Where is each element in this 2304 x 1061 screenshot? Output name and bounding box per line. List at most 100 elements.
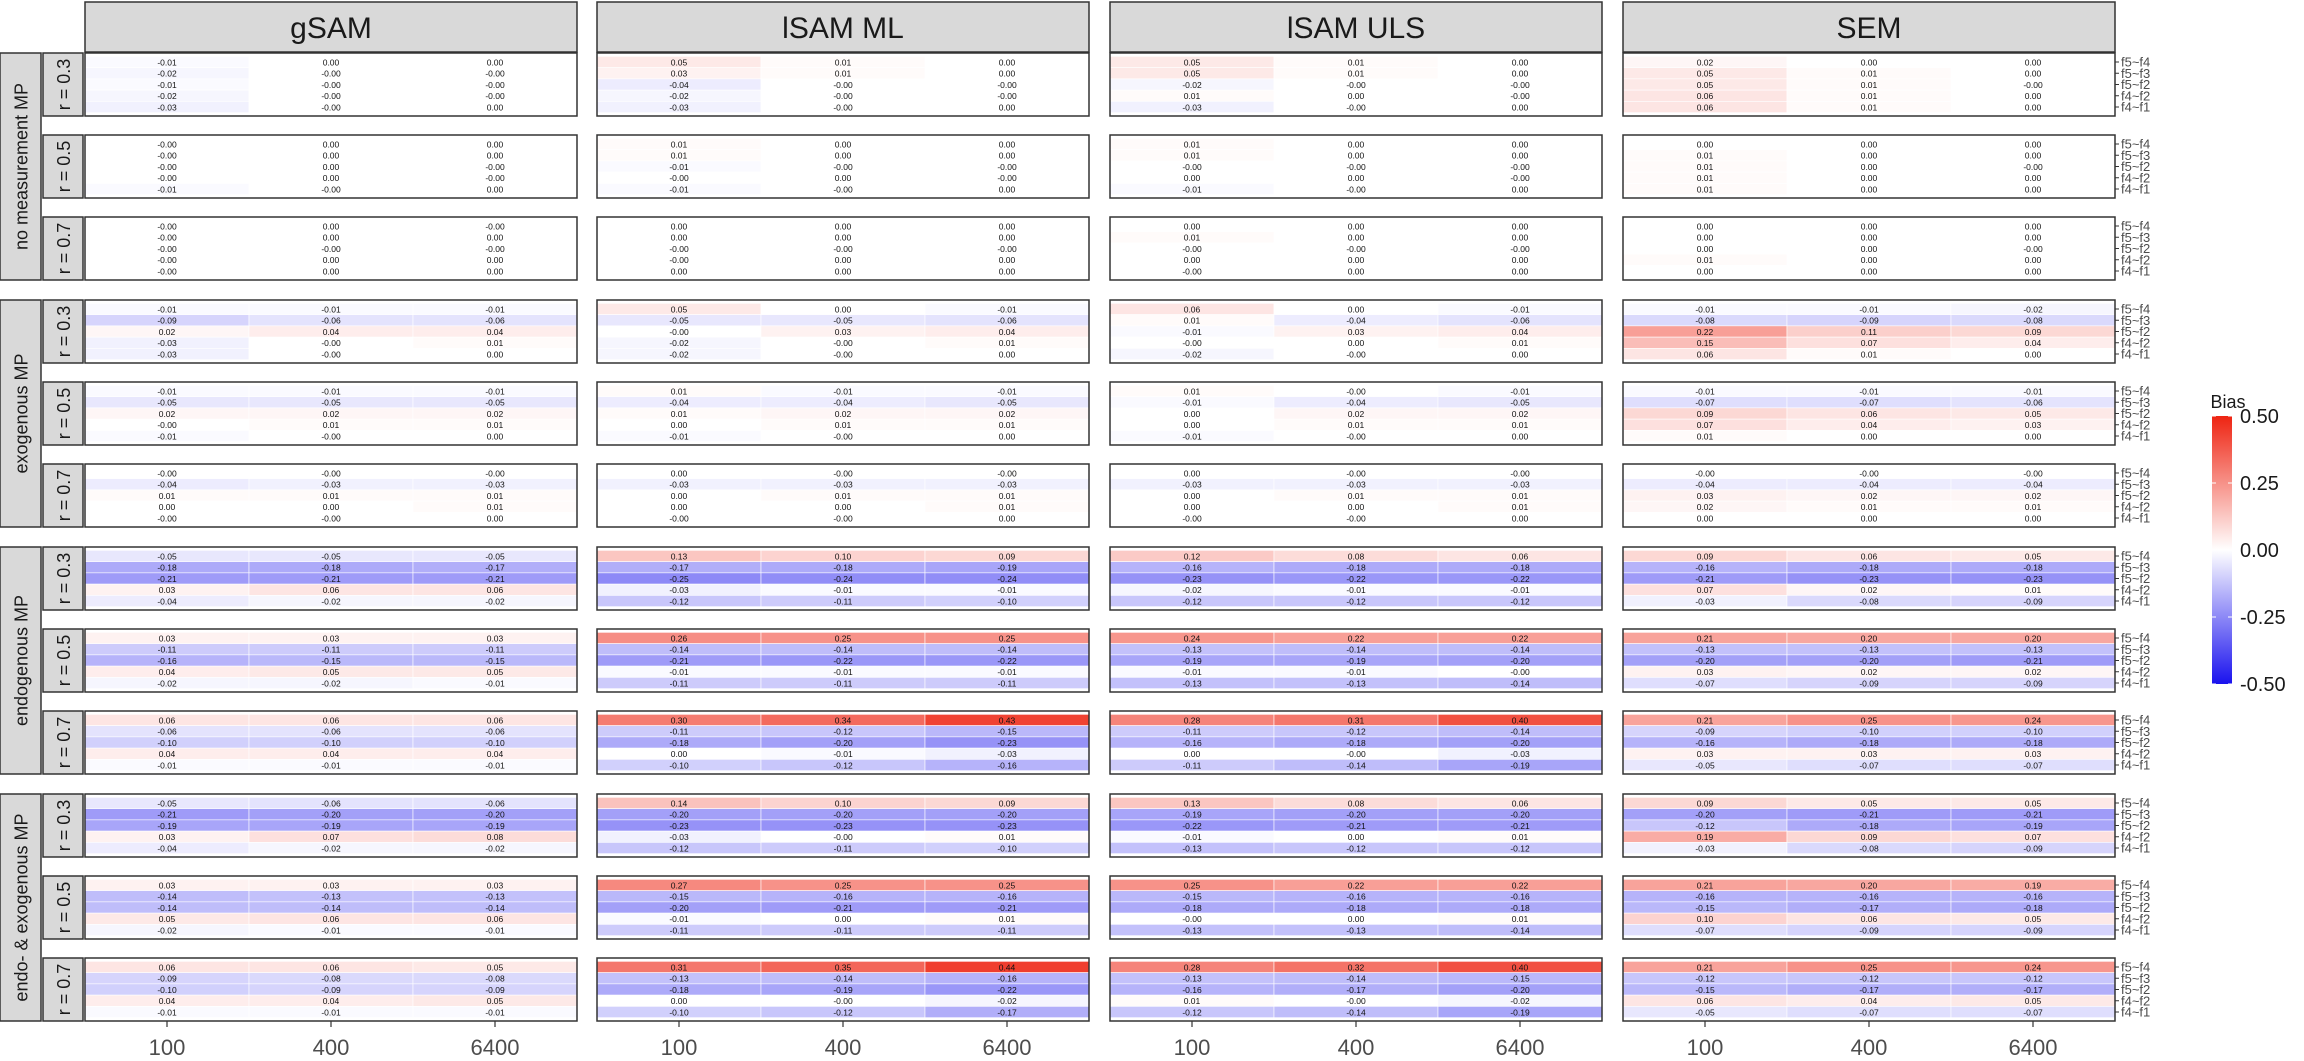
cell-value-label: -0.21 (833, 903, 853, 913)
cell-value-label: 0.00 (999, 431, 1016, 441)
cell-value-label: -0.02 (157, 925, 177, 935)
cell-value-label: 0.01 (323, 420, 340, 430)
cell-value-label: 0.03 (487, 880, 504, 890)
cell-value-label: 0.00 (671, 233, 688, 243)
cell-value-label: 0.01 (1512, 832, 1529, 842)
param-tick-label: f5~f2 (2121, 818, 2150, 833)
cell-value-label: -0.00 (1346, 244, 1366, 254)
cell-value-label: 0.05 (2025, 914, 2042, 924)
cell-value-label: -0.02 (997, 996, 1017, 1006)
cell-value-label: -0.00 (157, 468, 177, 478)
cell-value-label: -0.00 (1346, 386, 1366, 396)
cell-value-label: -0.00 (833, 832, 853, 842)
cell-value-label: 0.00 (2025, 221, 2042, 231)
cell-value-label: -0.18 (321, 563, 341, 573)
cell-value-label: -0.06 (485, 727, 505, 737)
cell-value-label: -0.00 (1510, 80, 1530, 90)
row-strip-label: r = 0.3 (54, 306, 74, 358)
cell-value-label: 0.00 (487, 151, 504, 161)
cell-value-label: -0.20 (669, 903, 689, 913)
cell-value-label: 0.00 (1512, 102, 1529, 112)
cell-value-label: -0.21 (1695, 574, 1715, 584)
cell-value-label: -0.01 (997, 304, 1017, 314)
param-tick-label: f4~f2 (2121, 582, 2150, 597)
row-group-strip (0, 793, 42, 1022)
cell-value-label: -0.01 (1182, 327, 1202, 337)
cell-value-label: -0.00 (1510, 162, 1530, 172)
cell-value-label: -0.00 (1182, 162, 1202, 172)
cell-value-label: -0.00 (1182, 244, 1202, 254)
cell-value-label: 0.00 (2025, 91, 2042, 101)
cell-value-label: 0.06 (1697, 91, 1714, 101)
cell-value-label: -0.01 (157, 431, 177, 441)
cell-value-label: -0.14 (1346, 760, 1366, 770)
cell-value-label: 0.10 (1697, 914, 1714, 924)
cell-value-label: -0.23 (669, 821, 689, 831)
cell-value-label: -0.20 (1859, 656, 1879, 666)
legend-title: Bias (2210, 392, 2245, 412)
param-tick-label: f4~f1 (2121, 264, 2150, 279)
cell-value-label: -0.19 (157, 821, 177, 831)
cell-value-label: -0.11 (998, 678, 1017, 688)
panel-border (84, 793, 578, 858)
cell-value-label: 0.06 (1861, 914, 1878, 924)
cell-value-label: 0.07 (1861, 338, 1878, 348)
cell-value-label: 0.00 (323, 502, 340, 512)
cell-value-label: -0.00 (669, 255, 689, 265)
cell-value-label: -0.13 (1182, 678, 1202, 688)
cell-value-label: 0.03 (835, 327, 852, 337)
cell-value-label: 0.00 (1348, 173, 1365, 183)
cell-value-label: -0.14 (157, 892, 177, 902)
param-tick-label: f5~f3 (2121, 642, 2150, 657)
cell-value-label: 0.00 (1512, 69, 1529, 79)
cell-value-label: 0.00 (487, 139, 504, 149)
cell-value-label: 0.02 (1697, 502, 1714, 512)
cell-value-label: 0.02 (1861, 667, 1878, 677)
cell-value-label: 0.26 (671, 633, 688, 643)
cell-value-label: -0.11 (670, 727, 689, 737)
cell-value-label: 0.04 (1861, 996, 1878, 1006)
cell-value-label: 0.00 (1348, 914, 1365, 924)
cell-value-label: -0.01 (321, 760, 341, 770)
cell-value-label: -0.11 (486, 645, 505, 655)
x-tick-label: 6400 (1496, 1035, 1545, 1056)
cell-value-label: 0.00 (2025, 151, 2042, 161)
cell-value-label: 0.00 (487, 513, 504, 523)
cell-value-label: 0.10 (835, 551, 852, 561)
column-strip-label: lSAM ULS (1287, 12, 1425, 45)
cell-value-label: 0.00 (2025, 57, 2042, 67)
cell-value-label: -0.03 (669, 480, 689, 490)
cell-value-label: -0.00 (833, 513, 853, 523)
cell-value-label: -0.01 (1695, 304, 1715, 314)
cell-value-label: -0.10 (669, 760, 689, 770)
cell-value-label: -0.00 (2023, 162, 2043, 172)
cell-value-label: 0.01 (999, 338, 1016, 348)
cell-value-label: 0.00 (1861, 57, 1878, 67)
cell-value-label: -0.01 (485, 925, 505, 935)
param-tick-label: f5~f2 (2121, 159, 2150, 174)
cell-value-label: -0.01 (485, 678, 505, 688)
param-tick-label: f4~f2 (2121, 993, 2150, 1008)
cell-value-label: 0.01 (1697, 431, 1714, 441)
cell-value-label: -0.00 (1346, 996, 1366, 1006)
row-group-label: exogenous MP (12, 353, 32, 473)
cell-value-label: 0.01 (835, 491, 852, 501)
cell-value-label: 0.13 (671, 551, 688, 561)
cell-value-label: 0.01 (1697, 184, 1714, 194)
cell-value-label: -0.12 (833, 727, 853, 737)
cell-value-label: -0.14 (833, 645, 853, 655)
cell-value-label: -0.02 (669, 338, 689, 348)
cell-value-label: 0.00 (1512, 57, 1529, 67)
cell-value-label: 0.00 (1512, 349, 1529, 359)
cell-value-label: -0.14 (157, 903, 177, 913)
cell-value-label: -0.03 (1695, 843, 1715, 853)
cell-value-label: 0.01 (1348, 491, 1365, 501)
cell-value-label: 0.00 (1697, 221, 1714, 231)
cell-value-label: 0.01 (487, 338, 504, 348)
cell-value-label: 0.10 (835, 798, 852, 808)
cell-value-label: 0.01 (1861, 102, 1878, 112)
cell-value-label: -0.03 (1346, 480, 1366, 490)
cell-value-label: -0.14 (1510, 645, 1530, 655)
panel-border (1109, 134, 1603, 199)
cell-value-label: 0.01 (1184, 91, 1201, 101)
